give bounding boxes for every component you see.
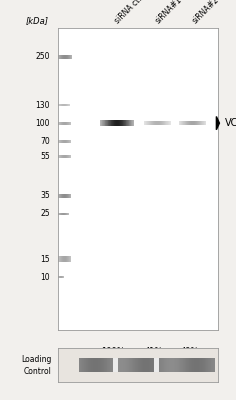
Text: [kDa]: [kDa] [26,16,49,25]
Text: 100: 100 [35,119,50,128]
Text: 49%: 49% [181,347,199,356]
Text: 25: 25 [40,209,50,218]
Text: VCP: VCP [225,118,236,128]
Text: 10: 10 [40,273,50,282]
Text: 250: 250 [35,52,50,61]
Text: 55: 55 [40,152,50,161]
Text: 35: 35 [40,191,50,200]
Text: 41%: 41% [145,347,163,356]
Text: 100%: 100% [101,347,125,356]
Text: siRNA ctrl: siRNA ctrl [113,0,146,25]
Polygon shape [216,116,219,130]
Text: siRNA#1: siRNA#1 [154,0,184,25]
Text: 70: 70 [40,137,50,146]
Text: Loading
Control: Loading Control [21,355,52,376]
Text: siRNA#2: siRNA#2 [190,0,220,25]
Text: 15: 15 [40,254,50,264]
Text: 130: 130 [35,100,50,110]
